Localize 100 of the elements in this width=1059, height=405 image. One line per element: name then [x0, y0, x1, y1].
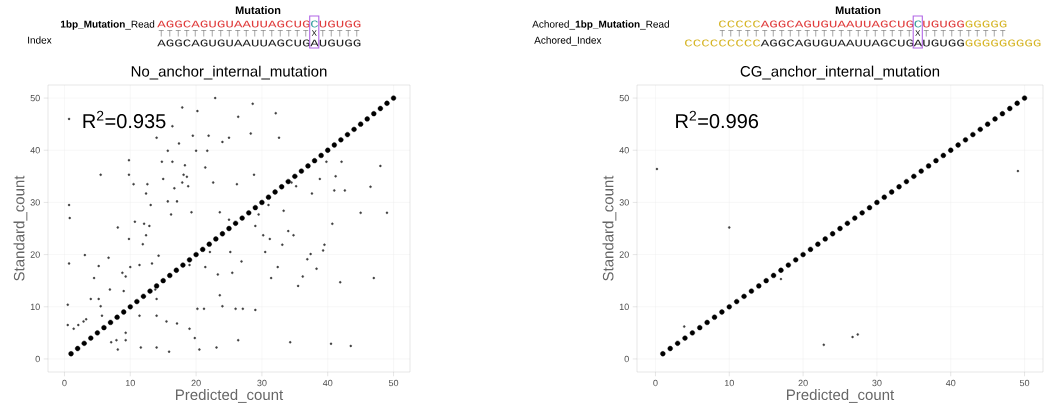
point: [837, 225, 843, 232]
point: [311, 158, 318, 164]
y-tick-label: 10: [30, 303, 40, 310]
y-tick-label: 30: [619, 199, 629, 206]
point: [364, 116, 370, 122]
x-tick-label: 50: [1019, 379, 1030, 387]
x-tick-label: 20: [798, 379, 808, 387]
text: Achored_Index: [534, 36, 602, 46]
point: [173, 267, 179, 273]
point: [683, 325, 686, 328]
point: [970, 131, 976, 138]
point: [856, 333, 859, 336]
point: [933, 158, 939, 164]
point: [358, 121, 364, 127]
point: [815, 241, 821, 247]
point: [807, 246, 814, 252]
y-tick-label: 40: [30, 147, 40, 154]
y-tick-label: 0: [624, 355, 629, 363]
point: [377, 105, 383, 112]
point: [371, 111, 377, 117]
point: [793, 257, 799, 263]
point: [292, 173, 298, 179]
point: [81, 340, 87, 346]
point: [180, 262, 186, 268]
point: [851, 335, 854, 339]
y-tick-label: 40: [619, 147, 629, 154]
point: [734, 298, 740, 305]
y-tick-label: 20: [619, 251, 629, 258]
text: Achored_1bp_Mutation_Read: [532, 20, 669, 30]
point: [756, 283, 762, 289]
point: [992, 116, 998, 122]
annotation: R$^{2}$=0.996: [676, 110, 759, 129]
point: [160, 278, 166, 284]
point: [351, 126, 357, 132]
point: [859, 210, 865, 216]
text: X: [915, 30, 921, 36]
point: [134, 298, 140, 305]
point: [68, 351, 74, 357]
point: [147, 288, 153, 294]
point: [874, 199, 880, 206]
point: [830, 231, 836, 237]
point: [279, 184, 285, 190]
x-tick-label: 50: [388, 379, 399, 387]
y-tick-label: 30: [30, 199, 40, 206]
point: [246, 210, 252, 216]
text: Mutation: [835, 5, 881, 15]
point: [977, 126, 983, 132]
point: [741, 293, 747, 299]
point: [896, 184, 902, 190]
x-tick-label: 0: [653, 379, 658, 387]
point: [200, 246, 206, 252]
text: CCCCC: [718, 20, 761, 28]
y-axis-title: Standard_count: [13, 175, 28, 281]
point: [667, 345, 673, 352]
point: [338, 137, 344, 143]
text: Mutation: [235, 5, 281, 15]
y-tick-label: 0: [35, 355, 40, 363]
point: [75, 345, 81, 352]
point: [940, 152, 946, 159]
point: [822, 343, 825, 347]
text: C: [914, 20, 922, 28]
point: [728, 226, 731, 229]
chart-title: CG_anchor_internal_mutation: [740, 65, 940, 80]
text: CCCCCCCCC: [684, 39, 761, 47]
text: X: [311, 30, 317, 36]
point: [107, 319, 114, 326]
x-tick-label: 30: [872, 379, 882, 387]
point: [697, 325, 703, 331]
y-tick-label: 50: [30, 94, 40, 102]
y-tick-label: 50: [619, 94, 629, 102]
point: [704, 319, 710, 326]
y-tick-label: 10: [619, 303, 629, 310]
point: [167, 272, 173, 279]
point: [285, 178, 291, 185]
point: [852, 215, 858, 221]
point: [331, 142, 337, 148]
point: [88, 335, 94, 341]
point: [682, 335, 688, 341]
point: [1021, 95, 1028, 101]
y-axis-title: Standard_count: [602, 175, 617, 281]
point: [785, 262, 791, 268]
point: [186, 257, 193, 263]
point: [121, 309, 127, 315]
point: [763, 278, 769, 284]
point: [298, 168, 304, 174]
x-tick-label: 10: [724, 379, 734, 387]
point: [127, 304, 133, 310]
x-tick-label: 20: [191, 379, 201, 387]
point: [948, 147, 954, 153]
x-tick-label: 10: [125, 379, 135, 387]
point: [239, 215, 245, 221]
text: AGGCAGUGUAAUUAGCUG: [760, 39, 914, 47]
x-tick-label: 0: [62, 379, 67, 387]
x-tick-label: 40: [322, 379, 333, 387]
point: [726, 304, 732, 310]
point: [259, 199, 265, 206]
point: [232, 220, 239, 226]
x-axis-title: Predicted_count: [176, 389, 284, 403]
point: [101, 325, 107, 331]
point: [265, 194, 272, 200]
